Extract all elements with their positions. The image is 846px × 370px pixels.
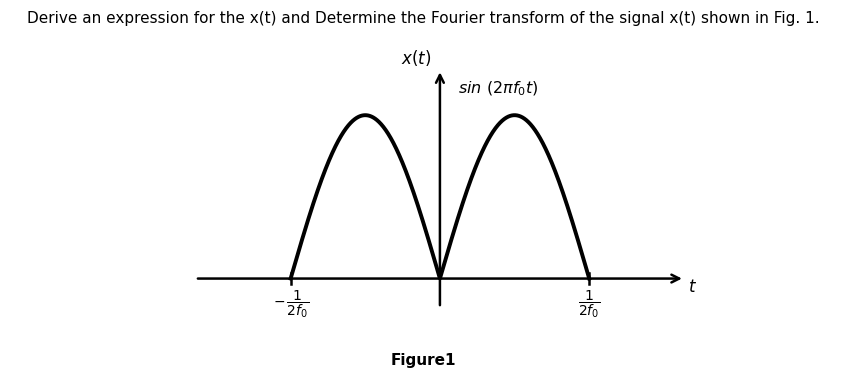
Text: Figure1: Figure1 (390, 353, 456, 368)
Text: $x(t)$: $x(t)$ (401, 48, 431, 68)
Text: $-\,\dfrac{1}{2f_0}$: $-\,\dfrac{1}{2f_0}$ (272, 288, 309, 320)
Text: $\dfrac{1}{2f_0}$: $\dfrac{1}{2f_0}$ (578, 288, 601, 320)
Text: sin $(2\pi f_0 t)$: sin $(2\pi f_0 t)$ (458, 79, 538, 98)
Text: Derive an expression for the x(t) and Determine the Fourier transform of the sig: Derive an expression for the x(t) and De… (27, 11, 819, 26)
Text: $t$: $t$ (688, 278, 697, 296)
